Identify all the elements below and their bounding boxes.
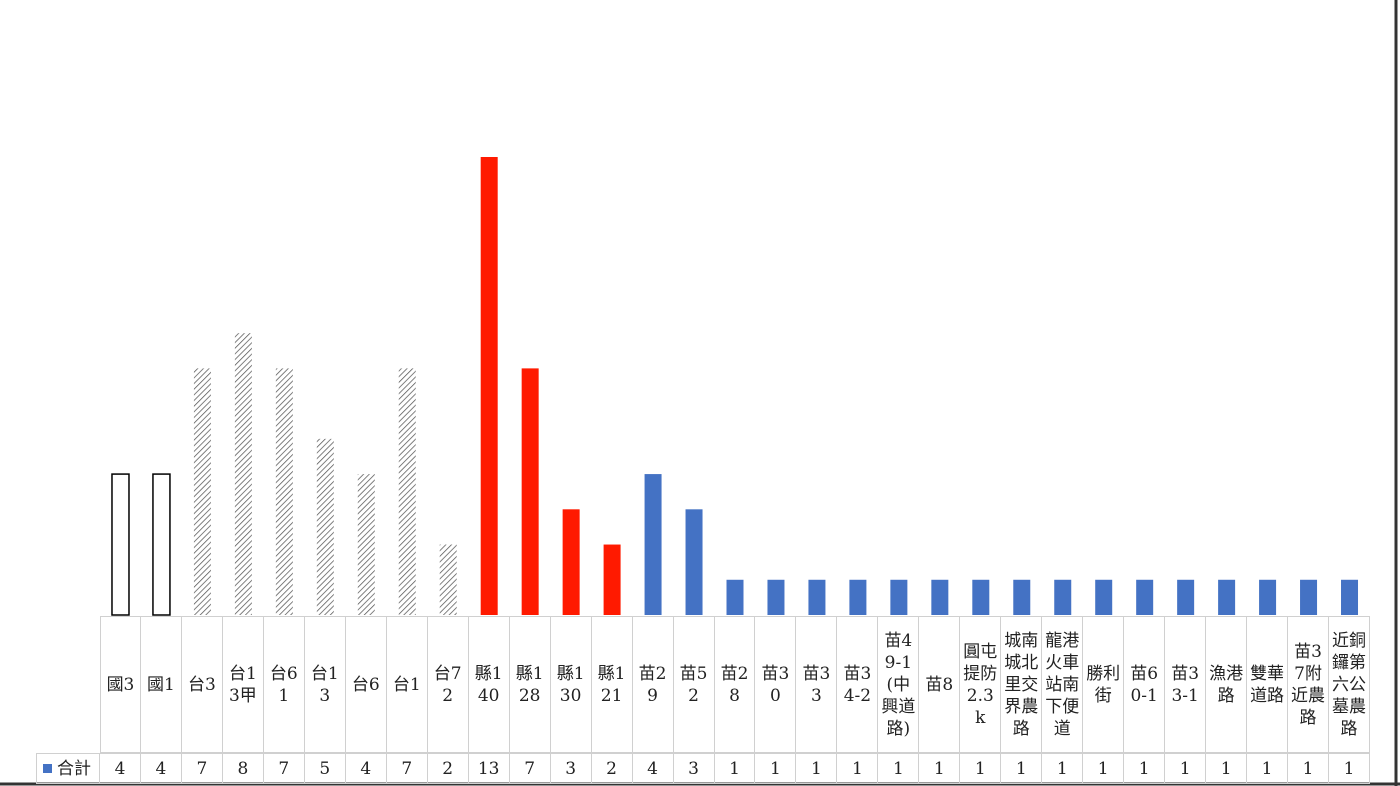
bar [1177, 579, 1195, 615]
bar [275, 368, 293, 615]
category-cell: 圓屯提防2.3k [960, 616, 1002, 753]
category-cell: 苗30 [755, 616, 797, 753]
bar [644, 474, 662, 615]
category-cell: 台72 [427, 616, 469, 753]
category-cell: 縣128 [509, 616, 551, 753]
category-cell: 台1 [386, 616, 428, 753]
category-cell: 國1 [140, 616, 182, 753]
value-cell: 4 [100, 753, 141, 784]
category-cell: 國3 [100, 616, 141, 753]
value-cell: 13 [468, 753, 510, 784]
bar [767, 579, 785, 615]
bar [1300, 579, 1318, 615]
value-cell: 7 [386, 753, 428, 784]
bar [1136, 579, 1154, 615]
category-cell: 苗8 [919, 616, 961, 753]
bar [316, 438, 334, 615]
category-cell: 城南城北里交界農路 [1001, 616, 1043, 753]
category-cell: 台13甲 [222, 616, 264, 753]
category-cell: 台6 [345, 616, 387, 753]
category-cell: 苗52 [673, 616, 715, 753]
bar [890, 579, 908, 615]
category-cell: 勝利街 [1083, 616, 1125, 753]
category-cell: 苗37附近農路 [1288, 616, 1330, 753]
value-cell: 1 [837, 753, 879, 784]
value-cell: 1 [1206, 753, 1248, 784]
bar [931, 579, 949, 615]
value-cell: 1 [878, 753, 920, 784]
value-cell: 7 [509, 753, 551, 784]
category-cell: 苗28 [714, 616, 756, 753]
bar [1095, 579, 1113, 615]
category-cell: 苗60-1 [1124, 616, 1166, 753]
category-cell: 漁港路 [1206, 616, 1248, 753]
category-cell: 龍港火車站南下便道 [1042, 616, 1084, 753]
value-cell: 2 [427, 753, 469, 784]
value-cell: 3 [673, 753, 715, 784]
legend-label: 合計 [57, 758, 91, 779]
category-cell: 近銅鑼第六公墓農路 [1329, 616, 1370, 753]
bar [480, 157, 498, 615]
value-cell: 1 [919, 753, 961, 784]
value-cell: 4 [345, 753, 387, 784]
bar [808, 579, 826, 615]
value-cell: 1 [796, 753, 838, 784]
bar [357, 474, 375, 615]
category-cell: 苗33-1 [1165, 616, 1207, 753]
bar [972, 579, 990, 615]
value-cell: 7 [181, 753, 223, 784]
bar [1054, 579, 1072, 615]
category-cell: 台13 [304, 616, 346, 753]
value-cell: 1 [1124, 753, 1166, 784]
value-cell: 7 [263, 753, 305, 784]
category-cell: 苗33 [796, 616, 838, 753]
bar [1013, 579, 1031, 615]
bar [521, 368, 539, 615]
value-cell: 1 [1001, 753, 1043, 784]
value-cell: 1 [1042, 753, 1084, 784]
value-cell: 4 [632, 753, 674, 784]
category-cell: 苗34-2 [837, 616, 879, 753]
category-cell: 台61 [263, 616, 305, 753]
value-cell: 8 [222, 753, 264, 784]
bar [111, 473, 130, 616]
legend-swatch [43, 764, 52, 773]
bar [726, 579, 744, 615]
value-cell: 1 [960, 753, 1002, 784]
category-cell: 縣130 [550, 616, 592, 753]
value-cell: 1 [1288, 753, 1330, 784]
bar [193, 368, 211, 615]
value-cell: 1 [1247, 753, 1289, 784]
bar [849, 579, 867, 615]
bar [685, 509, 703, 615]
value-cell: 1 [755, 753, 797, 784]
legend-cell: 合計 [36, 753, 100, 784]
value-cell: 1 [1083, 753, 1125, 784]
bar [603, 544, 621, 615]
category-cell: 雙華道路 [1247, 616, 1289, 753]
bar [1218, 579, 1236, 615]
value-cell: 2 [591, 753, 633, 784]
value-cell: 4 [140, 753, 182, 784]
bar [234, 333, 252, 615]
category-cell: 苗29 [632, 616, 674, 753]
bar [1259, 579, 1277, 615]
bar [562, 509, 580, 615]
bar [439, 544, 457, 615]
category-cell: 苗49-1(中興道路) [878, 616, 920, 753]
bar [398, 368, 416, 615]
category-cell: 台3 [181, 616, 223, 753]
category-cell: 縣140 [468, 616, 510, 753]
value-cell: 3 [550, 753, 592, 784]
value-cell: 1 [1165, 753, 1207, 784]
bar [1341, 579, 1359, 615]
value-cell: 5 [304, 753, 346, 784]
value-cell: 1 [1329, 753, 1370, 784]
bar [152, 473, 171, 616]
value-cell: 1 [714, 753, 756, 784]
category-cell: 縣121 [591, 616, 633, 753]
